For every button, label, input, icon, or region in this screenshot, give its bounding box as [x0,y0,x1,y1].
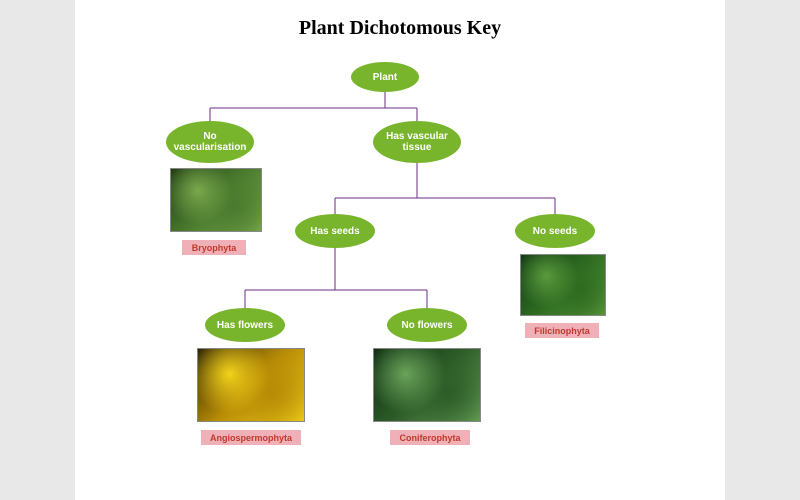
img_conif [373,348,481,422]
diagram-title: Plant Dichotomous Key [75,17,725,40]
img_bryo [170,168,262,232]
node-plant: Plant [351,62,419,92]
diagram-canvas: Plant Dichotomous Key Plant No vascularis… [75,0,725,500]
img_angio [197,348,305,422]
node-has_seeds: Has seeds [295,214,375,248]
node-no_vasc: No vascularisation [166,121,254,163]
leaf-angiospermophyta: Angiospermophyta [201,430,301,445]
node-has_vasc: Has vascular tissue [373,121,461,163]
node-no_seeds: No seeds [515,214,595,248]
leaf-bryophyta: Bryophyta [182,240,246,255]
node-no_flowers: No flowers [387,308,467,342]
leaf-filicinophyta: Filicinophyta [525,323,599,338]
img_fili [520,254,606,316]
leaf-coniferophyta: Coniferophyta [390,430,470,445]
node-has_flowers: Has flowers [205,308,285,342]
